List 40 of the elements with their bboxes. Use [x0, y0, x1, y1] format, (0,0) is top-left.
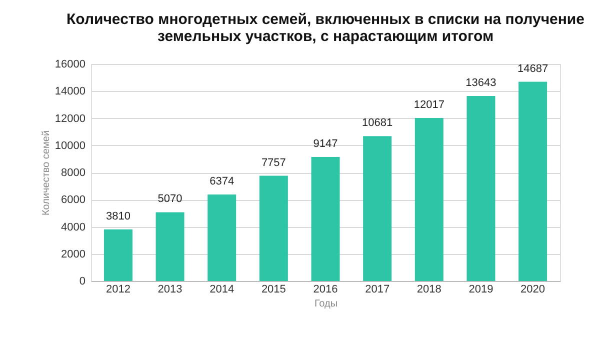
- data-label: 10681: [362, 117, 393, 130]
- y-tick-label: 16000: [54, 58, 86, 70]
- data-label: 5070: [158, 193, 182, 206]
- x-tick-label: 2017: [365, 284, 390, 296]
- data-label: 6374: [210, 176, 234, 188]
- data-label: 3810: [106, 210, 130, 222]
- x-axis-title: Годы: [314, 298, 338, 310]
- y-tick-label: 14000: [54, 86, 86, 98]
- y-tick-label: 8000: [61, 167, 86, 179]
- bar: [518, 82, 548, 281]
- bar: [156, 212, 184, 281]
- data-label: 7757: [261, 156, 286, 169]
- text: земельных участков, с нарастающим итогом: [157, 28, 494, 45]
- bar: [466, 96, 496, 281]
- y-tick-label: 4000: [61, 221, 86, 234]
- bar: [311, 156, 340, 281]
- x-tick-label: 2015: [261, 284, 286, 296]
- data-label: 13643: [466, 76, 496, 89]
- x-tick-label: 2019: [468, 284, 494, 296]
- x-tick-label: 2012: [106, 284, 130, 296]
- bar: [259, 176, 288, 281]
- bar: [414, 118, 444, 281]
- y-axis-title: Количество семей: [40, 130, 52, 216]
- x-tick-label: 2013: [158, 284, 182, 296]
- text: Количество многодетных семей, включенных в списки на получение: [66, 11, 584, 28]
- x-tick-label: 2020: [520, 284, 546, 296]
- data-label: 14687: [517, 62, 548, 75]
- y-tick-label: 2000: [61, 248, 86, 260]
- y-tick-label: 10000: [54, 140, 86, 152]
- y-tick-label: 6000: [61, 194, 86, 206]
- bar: [363, 136, 392, 281]
- y-tick-label: 12000: [54, 112, 86, 125]
- data-label: 9147: [313, 138, 338, 150]
- data-label: 12017: [414, 99, 444, 112]
- x-tick-label: 2018: [416, 284, 442, 296]
- x-tick-label: 2014: [210, 284, 234, 296]
- bar: [208, 194, 236, 281]
- y-tick-label: 0: [79, 276, 86, 288]
- x-tick-label: 2016: [313, 284, 338, 296]
- bar: [104, 229, 132, 281]
